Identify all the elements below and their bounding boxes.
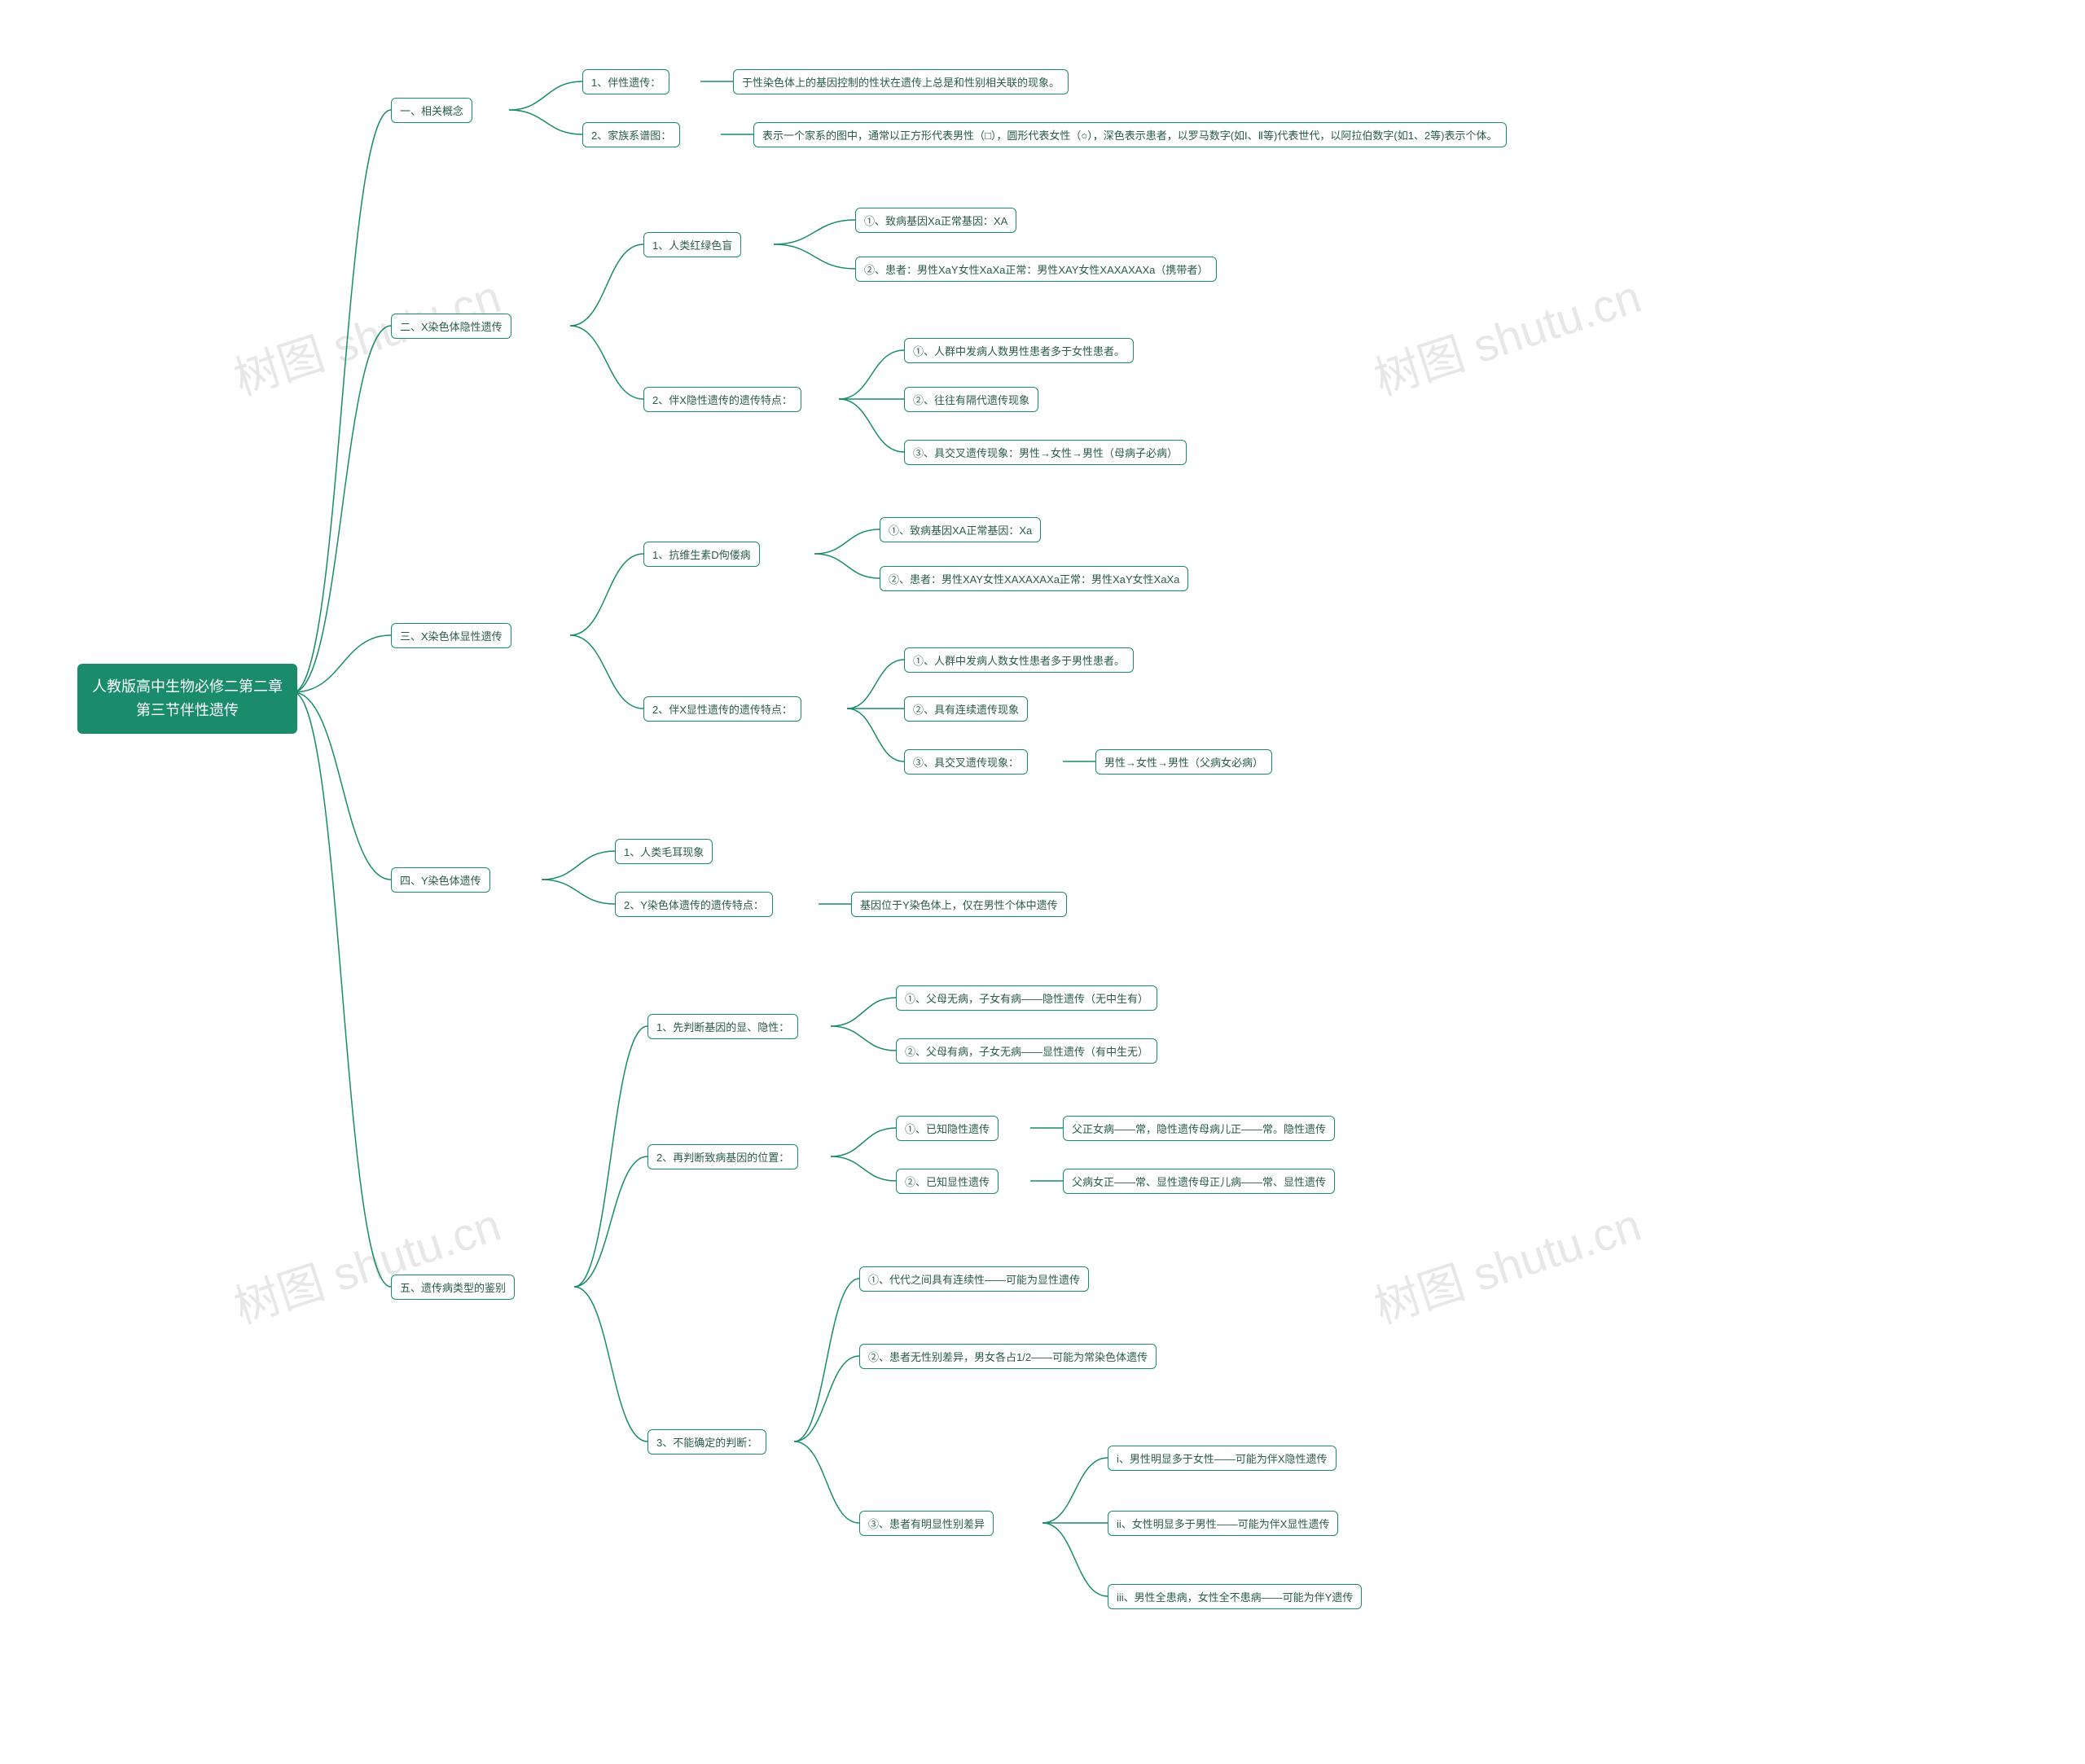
s5-c1: 1、先判断基因的显、隐性： bbox=[647, 1014, 798, 1039]
s3-c1b: ②、患者：男性XAY女性XAXAXAXa正常：男性XaY女性XaXa bbox=[880, 566, 1188, 591]
s4-c1: 1、人类毛耳现象 bbox=[615, 839, 713, 864]
s2-title: 二、X染色体隐性遗传 bbox=[391, 314, 511, 339]
s5-c3b: ②、患者无性别差异，男女各占1/2——可能为常染色体遗传 bbox=[859, 1344, 1157, 1369]
root-node: 人教版高中生物必修二第二章 第三节伴性遗传 bbox=[77, 664, 297, 734]
s4-c2: 2、Y染色体遗传的遗传特点： bbox=[615, 892, 773, 917]
s1-c1d: 于性染色体上的基因控制的性状在遗传上总是和性别相关联的现象。 bbox=[733, 69, 1069, 94]
watermark: 树图 shutu.cn bbox=[1365, 1189, 1648, 1337]
s2-c2c: ③、具交叉遗传现象：男性→女性→男性（母病子必病） bbox=[904, 440, 1187, 465]
s1-c2: 2、家族系谱图： bbox=[582, 122, 680, 147]
s4-title: 四、Y染色体遗传 bbox=[391, 867, 490, 893]
s5-c3c1: i、男性明显多于女性——可能为伴X隐性遗传 bbox=[1108, 1446, 1337, 1471]
s3-c1: 1、抗维生素D佝偻病 bbox=[643, 542, 760, 567]
s3-c2: 2、伴X显性遗传的遗传特点： bbox=[643, 696, 801, 722]
s5-c3a: ①、代代之间具有连续性——可能为显性遗传 bbox=[859, 1266, 1089, 1292]
s2-c2a: ①、人群中发病人数男性患者多于女性患者。 bbox=[904, 338, 1134, 363]
s3-title: 三、X染色体显性遗传 bbox=[391, 623, 511, 648]
s1-c2d: 表示一个家系的图中，通常以正方形代表男性（□），圆形代表女性（○），深色表示患者… bbox=[753, 122, 1507, 147]
s5-c2bD: 父病女正——常、显性遗传母正儿病——常、显性遗传 bbox=[1063, 1169, 1335, 1194]
s5-c2: 2、再判断致病基因的位置： bbox=[647, 1144, 798, 1169]
s5-title: 五、遗传病类型的鉴别 bbox=[391, 1275, 515, 1300]
s4-c2d: 基因位于Y染色体上，仅在男性个体中遗传 bbox=[851, 892, 1067, 917]
s1-title: 一、相关概念 bbox=[391, 98, 472, 123]
s2-c1a: ①、致病基因Xa正常基因：XA bbox=[855, 208, 1016, 233]
s5-c3c3: iii、男性全患病，女性全不患病——可能为伴Y遗传 bbox=[1108, 1584, 1362, 1609]
s5-c2a: ①、已知隐性遗传 bbox=[896, 1116, 999, 1141]
s3-c2cD: 男性→女性→男性（父病女必病） bbox=[1095, 749, 1272, 774]
mindmap-canvas: 树图 shutu.cn 树图 shutu.cn 树图 shutu.cn 树图 s… bbox=[0, 0, 2085, 1764]
s5-c2b: ②、已知显性遗传 bbox=[896, 1169, 999, 1194]
s5-c1a: ①、父母无病，子女有病——隐性遗传（无中生有） bbox=[896, 985, 1157, 1011]
s5-c3c: ③、患者有明显性别差异 bbox=[859, 1511, 994, 1536]
watermark: 树图 shutu.cn bbox=[1365, 261, 1648, 409]
s2-c1b: ②、患者：男性XaY女性XaXa正常：男性XAY女性XAXAXAXa（携带者） bbox=[855, 257, 1217, 282]
s3-c2c: ③、具交叉遗传现象： bbox=[904, 749, 1028, 774]
root-line1: 人教版高中生物必修二第二章 bbox=[92, 675, 283, 699]
root-line2: 第三节伴性遗传 bbox=[92, 699, 283, 722]
s2-c1: 1、人类红绿色盲 bbox=[643, 232, 741, 257]
s5-c3: 3、不能确定的判断： bbox=[647, 1429, 766, 1455]
s1-c1: 1、伴性遗传： bbox=[582, 69, 669, 94]
s5-c2aD: 父正女病——常，隐性遗传母病儿正——常。隐性遗传 bbox=[1063, 1116, 1335, 1141]
s3-c2a: ①、人群中发病人数女性患者多于男性患者。 bbox=[904, 647, 1134, 673]
s2-c2b: ②、往往有隔代遗传现象 bbox=[904, 387, 1038, 412]
watermark: 树图 shutu.cn bbox=[225, 1189, 508, 1337]
s2-c2: 2、伴X隐性遗传的遗传特点： bbox=[643, 387, 801, 412]
s3-c1a: ①、致病基因XA正常基因：Xa bbox=[880, 517, 1041, 542]
s3-c2b: ②、具有连续遗传现象 bbox=[904, 696, 1028, 722]
s5-c3c2: ii、女性明显多于男性——可能为伴X显性遗传 bbox=[1108, 1511, 1338, 1536]
s5-c1b: ②、父母有病，子女无病——显性遗传（有中生无） bbox=[896, 1038, 1157, 1064]
